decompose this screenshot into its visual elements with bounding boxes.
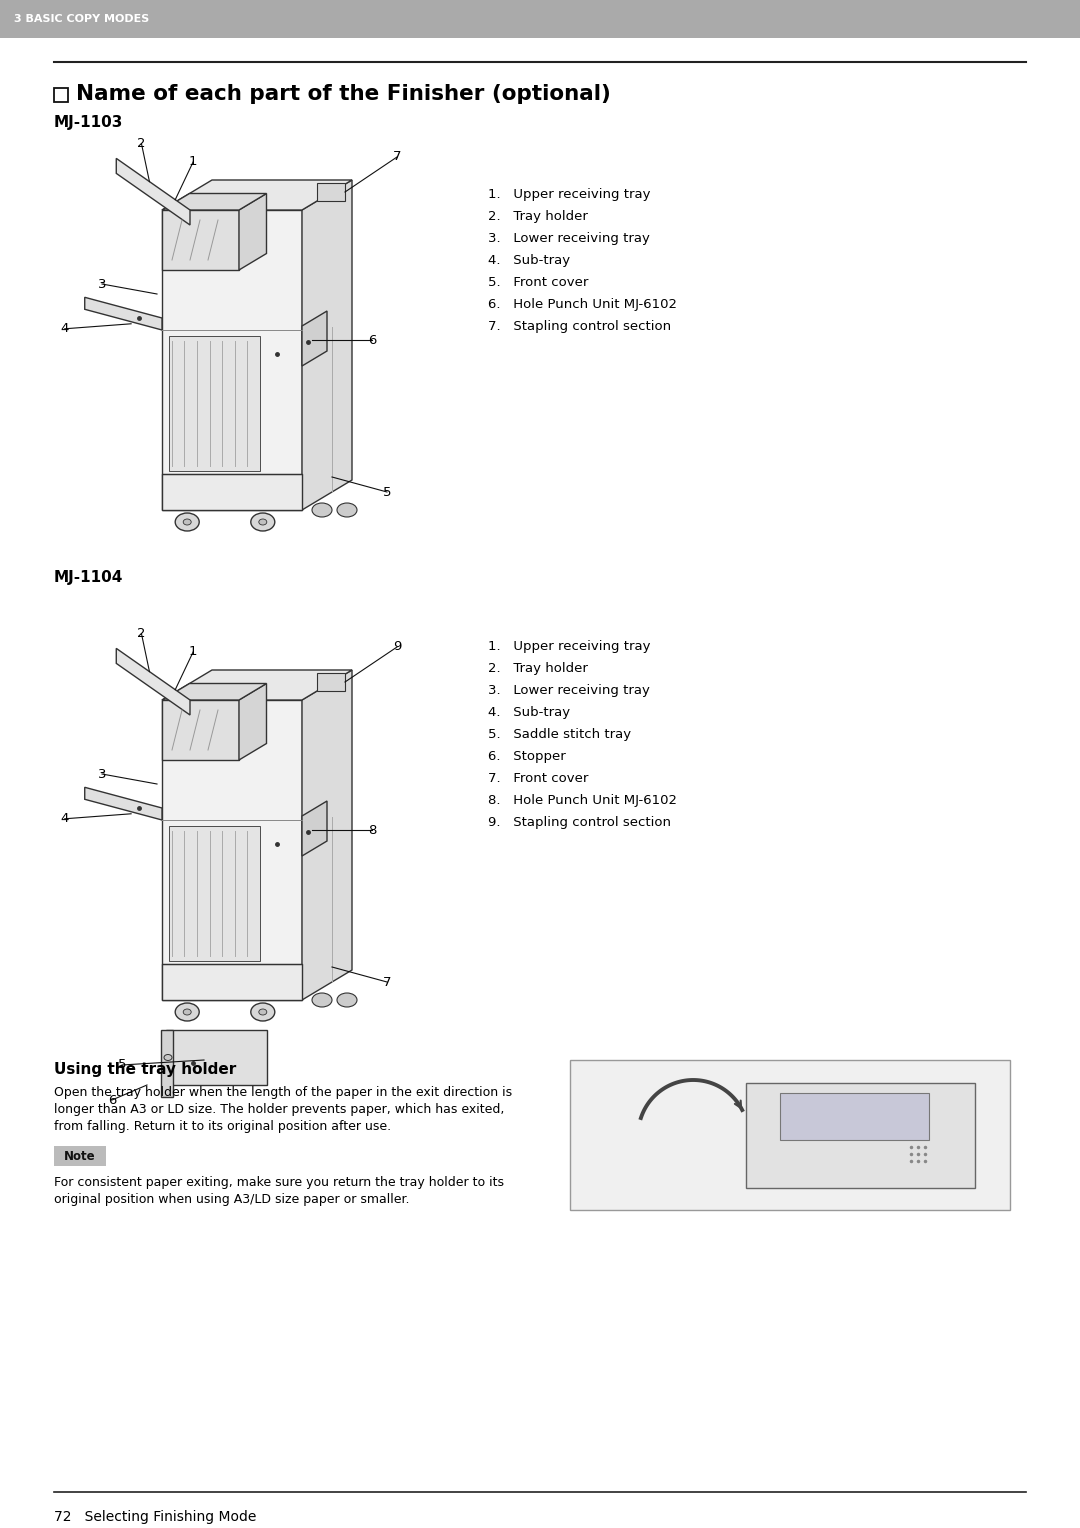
Text: 1: 1 — [189, 156, 198, 168]
Text: 8: 8 — [368, 824, 376, 836]
Polygon shape — [162, 209, 239, 270]
Bar — [781, 1093, 929, 1140]
Polygon shape — [84, 298, 162, 330]
Polygon shape — [162, 683, 267, 700]
Bar — [161, 1030, 173, 1097]
Polygon shape — [117, 159, 190, 225]
Text: from falling. Return it to its original position after use.: from falling. Return it to its original … — [54, 1120, 391, 1132]
Bar — [162, 964, 302, 999]
Text: For consistent paper exiting, make sure you return the tray holder to its: For consistent paper exiting, make sure … — [54, 1177, 504, 1189]
Ellipse shape — [175, 513, 199, 532]
Text: 6.   Hole Punch Unit MJ-6102: 6. Hole Punch Unit MJ-6102 — [488, 298, 677, 312]
Bar — [54, 89, 68, 102]
Polygon shape — [302, 312, 327, 367]
Bar — [0, 0, 1080, 38]
Polygon shape — [302, 669, 352, 999]
Polygon shape — [117, 648, 190, 715]
Polygon shape — [162, 700, 302, 999]
Bar — [162, 474, 302, 510]
Text: 3: 3 — [98, 278, 106, 290]
Text: Using the tray holder: Using the tray holder — [54, 1062, 237, 1077]
Ellipse shape — [184, 1008, 191, 1015]
Bar — [168, 336, 260, 471]
Text: 2.   Tray holder: 2. Tray holder — [488, 662, 588, 675]
Text: 3 BASIC COPY MODES: 3 BASIC COPY MODES — [14, 14, 149, 24]
Text: 2: 2 — [137, 626, 146, 640]
Text: 4.   Sub-tray: 4. Sub-tray — [488, 706, 570, 720]
Ellipse shape — [251, 1002, 274, 1021]
Text: 2: 2 — [137, 138, 146, 150]
Text: MJ-1103: MJ-1103 — [54, 115, 123, 130]
Bar — [318, 183, 345, 202]
Bar — [54, 1146, 106, 1166]
Text: 3: 3 — [98, 767, 106, 781]
Text: MJ-1104: MJ-1104 — [54, 570, 123, 585]
Polygon shape — [162, 700, 239, 759]
Bar — [570, 1060, 1010, 1210]
Bar — [166, 1030, 267, 1085]
Ellipse shape — [259, 520, 267, 526]
Text: 5: 5 — [118, 1059, 126, 1071]
Text: 72   Selecting Finishing Mode: 72 Selecting Finishing Mode — [54, 1510, 256, 1523]
Ellipse shape — [337, 993, 357, 1007]
Text: 7: 7 — [393, 150, 402, 163]
Text: 9: 9 — [393, 640, 401, 654]
Polygon shape — [162, 180, 352, 209]
Text: 3.   Lower receiving tray: 3. Lower receiving tray — [488, 685, 650, 697]
Bar — [318, 672, 345, 691]
Ellipse shape — [337, 503, 357, 516]
Text: Name of each part of the Finisher (optional): Name of each part of the Finisher (optio… — [76, 84, 611, 104]
Text: 6: 6 — [368, 333, 376, 347]
Text: 4.   Sub-tray: 4. Sub-tray — [488, 254, 570, 267]
Text: 5.   Saddle stitch tray: 5. Saddle stitch tray — [488, 727, 631, 741]
Text: 5: 5 — [382, 486, 391, 498]
Text: 6: 6 — [108, 1094, 117, 1106]
Text: original position when using A3/LD size paper or smaller.: original position when using A3/LD size … — [54, 1193, 409, 1206]
Text: 5.   Front cover: 5. Front cover — [488, 277, 589, 289]
Text: 4: 4 — [60, 322, 69, 335]
Polygon shape — [302, 801, 327, 856]
Ellipse shape — [175, 1002, 199, 1021]
Text: 6.   Stopper: 6. Stopper — [488, 750, 566, 762]
Ellipse shape — [312, 993, 332, 1007]
Polygon shape — [162, 194, 267, 209]
Ellipse shape — [164, 1054, 172, 1060]
Bar — [746, 1082, 975, 1187]
Polygon shape — [239, 194, 267, 270]
Text: 7: 7 — [382, 975, 391, 989]
Polygon shape — [239, 683, 267, 759]
Polygon shape — [162, 669, 352, 700]
Text: 4: 4 — [60, 813, 69, 825]
Ellipse shape — [251, 513, 274, 532]
Text: 9.   Stapling control section: 9. Stapling control section — [488, 816, 671, 830]
Text: 7.   Stapling control section: 7. Stapling control section — [488, 319, 671, 333]
Ellipse shape — [184, 520, 191, 526]
Text: 8.   Hole Punch Unit MJ-6102: 8. Hole Punch Unit MJ-6102 — [488, 795, 677, 807]
Text: 1: 1 — [189, 645, 198, 659]
Text: 3.   Lower receiving tray: 3. Lower receiving tray — [488, 232, 650, 244]
Ellipse shape — [312, 503, 332, 516]
Text: longer than A3 or LD size. The holder prevents paper, which has exited,: longer than A3 or LD size. The holder pr… — [54, 1103, 504, 1115]
Ellipse shape — [259, 1008, 267, 1015]
Polygon shape — [162, 209, 302, 510]
Text: 1.   Upper receiving tray: 1. Upper receiving tray — [488, 640, 650, 652]
Text: 7.   Front cover: 7. Front cover — [488, 772, 589, 785]
Text: Note: Note — [64, 1149, 96, 1163]
Text: 2.   Tray holder: 2. Tray holder — [488, 209, 588, 223]
Bar — [168, 827, 260, 961]
Text: 1.   Upper receiving tray: 1. Upper receiving tray — [488, 188, 650, 202]
Polygon shape — [302, 180, 352, 510]
Polygon shape — [84, 787, 162, 821]
Text: Open the tray holder when the length of the paper in the exit direction is: Open the tray holder when the length of … — [54, 1086, 512, 1099]
